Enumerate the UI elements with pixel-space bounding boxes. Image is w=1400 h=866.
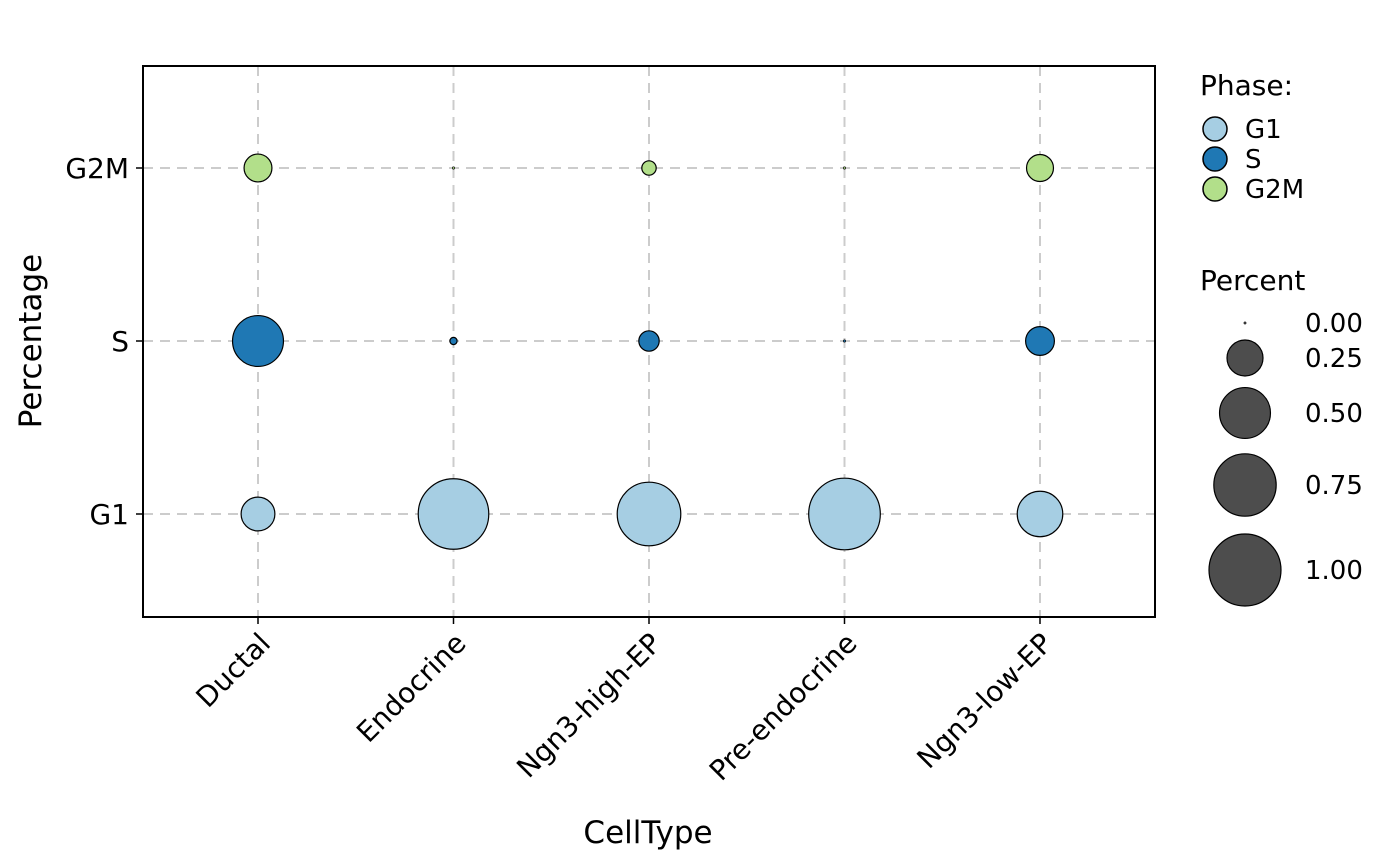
point-g1-pre-endocrine bbox=[808, 477, 881, 551]
x-tick-label-ductal: Ductal bbox=[190, 627, 277, 714]
x-axis-title: CellType bbox=[583, 815, 712, 851]
legend-size-title: Percent bbox=[1200, 264, 1305, 297]
legend-key-s bbox=[1202, 146, 1228, 172]
legend-phase-title: Phase: bbox=[1200, 69, 1293, 102]
point-g1-ductal bbox=[240, 496, 276, 532]
x-axis: Ductal Endocrine Ngn3-high-EP Pre-endocrine… bbox=[190, 617, 1059, 787]
legend-size-key-0 bbox=[1243, 321, 1247, 325]
legend-size-label-0: 0.00 bbox=[1305, 309, 1363, 339]
point-s-ductal bbox=[231, 314, 285, 368]
legend-label-g2m: G2M bbox=[1245, 175, 1304, 205]
y-axis-title: Percentage bbox=[13, 254, 49, 428]
legend-size-label-4: 1.00 bbox=[1305, 556, 1363, 586]
legend-size-key-3 bbox=[1213, 453, 1277, 517]
x-tick-label-ngn3-low-ep: Ngn3-low-EP bbox=[911, 627, 1059, 775]
legend-size: Percent 0.00 0.25 0.50 0.75 1.00 bbox=[1200, 264, 1363, 607]
x-tick-label-ngn3-high-ep: Ngn3-high-EP bbox=[510, 627, 668, 785]
point-g2m-ngn3-low-ep bbox=[1025, 153, 1055, 183]
point-g2m-ngn3-high-ep bbox=[641, 160, 657, 176]
data-points bbox=[231, 153, 1064, 551]
point-s-ngn3-high-ep bbox=[638, 330, 660, 352]
y-tick-label-g2m: G2M bbox=[65, 152, 129, 185]
point-g2m-endocrine bbox=[451, 166, 455, 170]
legend-size-key-4 bbox=[1208, 533, 1282, 607]
legend-size-key-1 bbox=[1226, 339, 1264, 377]
legend-size-label-1: 0.25 bbox=[1305, 344, 1363, 374]
y-axis: G1 S G2M bbox=[65, 152, 143, 531]
legend-key-g1 bbox=[1202, 116, 1228, 142]
point-g1-ngn3-high-ep bbox=[616, 481, 682, 547]
point-s-endocrine bbox=[449, 336, 458, 346]
legend-size-key-2 bbox=[1218, 386, 1272, 440]
point-g2m-pre-endocrine bbox=[842, 166, 846, 170]
legend-label-g1: G1 bbox=[1245, 115, 1282, 145]
point-s-ngn3-low-ep bbox=[1024, 326, 1055, 357]
point-g2m-ductal bbox=[243, 153, 273, 183]
legend-size-label-2: 0.50 bbox=[1305, 399, 1363, 429]
point-g1-endocrine bbox=[417, 478, 490, 550]
y-tick-label-s: S bbox=[111, 325, 129, 358]
legend-key-g2m bbox=[1202, 176, 1228, 202]
point-g1-ngn3-low-ep bbox=[1016, 490, 1064, 538]
legend-size-label-3: 0.75 bbox=[1305, 471, 1363, 501]
point-s-pre-endocrine bbox=[842, 339, 846, 343]
x-tick-label-endocrine: Endocrine bbox=[350, 627, 472, 749]
y-tick-label-g1: G1 bbox=[89, 498, 129, 531]
x-tick-label-pre-endocrine: Pre-endocrine bbox=[703, 627, 864, 788]
legend-label-s: S bbox=[1245, 145, 1262, 175]
